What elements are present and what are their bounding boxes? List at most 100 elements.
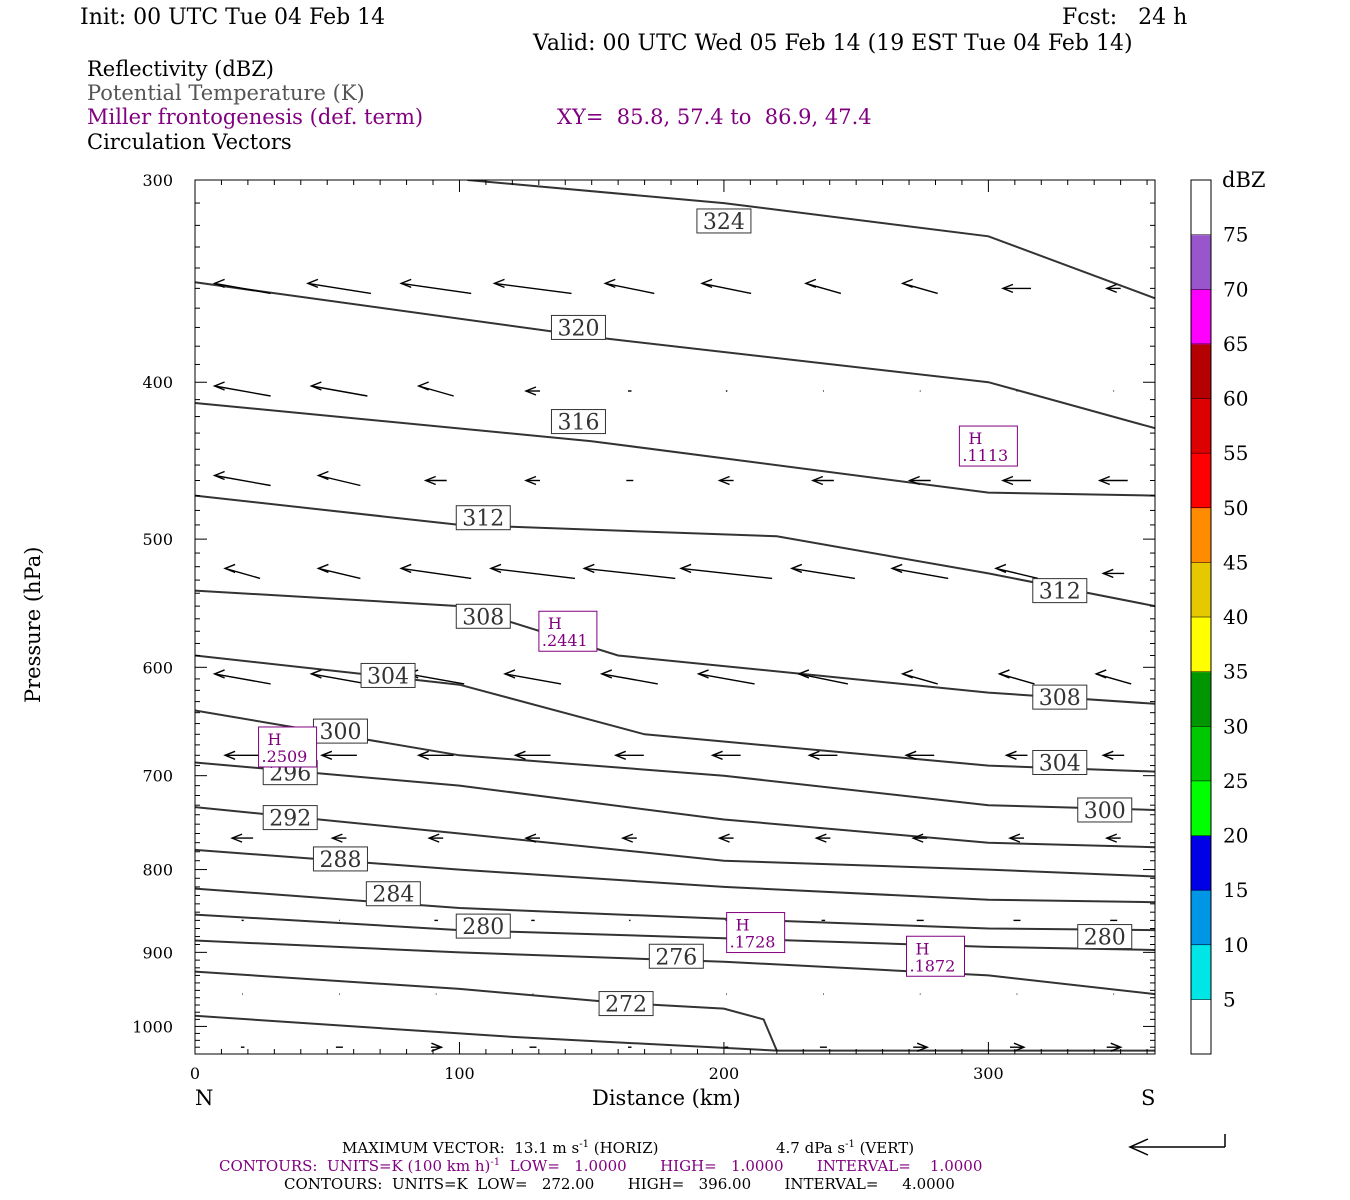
contour-label-308: 308	[1039, 686, 1081, 711]
contour-label-box	[455, 603, 511, 629]
contours1-units: CONTOURS: UNITS=K (100 km h)	[219, 1157, 491, 1175]
colorbar-label-5: 5	[1223, 987, 1236, 1011]
contour-label-292: 292	[269, 807, 311, 832]
y-tick-label-300: 300	[142, 171, 173, 190]
y-axis-title: Pressure (hPa)	[21, 546, 45, 703]
frontogenesis-high-value: .1113	[962, 446, 1008, 465]
frontogenesis-high-marker: H	[548, 614, 562, 633]
circulation-vector-head	[503, 669, 516, 679]
frontogenesis-high-box	[538, 610, 598, 652]
contour-label-box	[1032, 578, 1088, 604]
circulation-vector-head	[710, 750, 723, 760]
circulation-vector	[401, 567, 472, 580]
x-tick-label-0: 0	[190, 1064, 200, 1083]
circulation-vector	[214, 282, 271, 295]
contour-label-box	[648, 943, 704, 969]
contours-theta-info: CONTOURS: UNITS=K LOW= 272.00 HIGH= 396.…	[284, 1175, 955, 1193]
plot-frame	[194, 179, 1156, 1055]
circulation-vector-head	[489, 563, 502, 574]
colorbar-segment	[1191, 671, 1211, 727]
max-vector-horiz-label: (HORIZ)	[588, 1139, 659, 1157]
frontogenesis-high-value: .2509	[262, 747, 308, 766]
legend-reflectivity: Reflectivity (dBZ)	[87, 57, 275, 81]
circulation-vector-head	[1110, 1042, 1123, 1052]
contour-label-304: 304	[367, 664, 409, 689]
y-tick-label-400: 400	[142, 373, 173, 392]
colorbar-label-25: 25	[1223, 769, 1248, 793]
circulation-vector	[701, 282, 752, 295]
max-vector-vert-info: 4.7 dPa s-1 (VERT)	[776, 1140, 914, 1156]
circulation-vector-head	[890, 563, 903, 574]
circulation-vector-head	[907, 475, 920, 486]
contour-label-316: 316	[557, 411, 599, 436]
circulation-vector-head	[309, 669, 322, 679]
circulation-vector-head	[1101, 750, 1114, 760]
circulation-vector-head	[1004, 750, 1017, 760]
circulation-vector-head	[796, 669, 810, 679]
circulation-vector-head	[603, 278, 616, 289]
y-tick-label-500: 500	[142, 530, 173, 549]
contour-label-300: 300	[319, 720, 361, 745]
circulation-vector	[318, 474, 361, 487]
circulation-vector	[995, 567, 1039, 580]
colorbar-label-40: 40	[1223, 605, 1248, 629]
circulation-vector	[791, 567, 856, 580]
x-end-label: S	[1141, 1086, 1156, 1110]
y-tick-label-600: 600	[142, 658, 173, 677]
colorbar-segment	[1191, 180, 1211, 236]
circulation-vector-head	[524, 475, 537, 486]
reference-vector	[1128, 1134, 1226, 1156]
circulation-vector	[698, 673, 755, 685]
colorbar-label-30: 30	[1223, 714, 1248, 738]
reference-vector-head	[1128, 1138, 1149, 1156]
circulation-vector-head	[423, 475, 436, 486]
circulation-vector-head	[223, 750, 236, 760]
frontogenesis-high-marker: H	[915, 939, 929, 958]
circulation-vector	[214, 474, 271, 487]
contour-label-304: 304	[1039, 751, 1081, 776]
circulation-vector	[605, 282, 655, 295]
contour-label-box	[1077, 797, 1133, 823]
contour-label-box	[455, 913, 511, 939]
circulation-vector	[408, 673, 465, 685]
circulation-vector-head	[416, 381, 429, 391]
max-vector-info: MAXIMUM VECTOR: 13.1 m s-1 (HORIZ)	[342, 1140, 658, 1156]
circulation-vector	[214, 673, 271, 685]
colorbar-label-50: 50	[1223, 496, 1248, 520]
y-tick-label-1000: 1000	[132, 1017, 173, 1036]
theta-contour-288	[195, 848, 1155, 904]
colorbar-segment	[1191, 617, 1211, 673]
colorbar-label-60: 60	[1223, 387, 1248, 411]
colorbar-label-65: 65	[1223, 332, 1248, 356]
colorbar-segment	[1191, 234, 1211, 290]
colorbar-label-20: 20	[1223, 824, 1248, 848]
circulation-vector	[311, 673, 368, 685]
contour-label-box	[1032, 749, 1088, 775]
theta-contour-312	[195, 494, 1155, 608]
contour-label-280: 280	[1084, 926, 1126, 951]
circulation-vector-head	[524, 833, 537, 843]
circulation-vector-head	[700, 278, 713, 289]
contour-label-272: 272	[605, 993, 647, 1018]
circulation-vector-head	[814, 833, 827, 843]
contour-label-312: 312	[462, 507, 504, 532]
forecast-hour: Fcst: 24 h	[1062, 5, 1188, 30]
contour-label-320: 320	[557, 316, 599, 341]
contours-frontogenesis-info: CONTOURS: UNITS=K (100 km h)-1 LOW= 1.00…	[219, 1158, 982, 1174]
contour-label-312: 312	[1039, 580, 1081, 605]
colorbar-label-45: 45	[1223, 550, 1248, 574]
circulation-vector-head	[212, 381, 225, 391]
y-tick-label-900: 900	[142, 943, 173, 962]
colorbar-title: dBZ	[1222, 168, 1266, 192]
contour-label-box	[1077, 924, 1133, 950]
frontogenesis-high-value: .1872	[909, 956, 955, 975]
circulation-vector-head	[997, 669, 1010, 679]
contours1-range: LOW= 1.0000 HIGH= 1.0000 INTERVAL= 1.000…	[500, 1157, 983, 1175]
x-tick-label-300: 300	[973, 1064, 1004, 1083]
colorbar-segment	[1191, 780, 1211, 836]
contour-labels: 3243203163123083043002962922882842802762…	[262, 208, 1133, 1018]
circulation-vector-head	[1013, 1042, 1026, 1052]
colorbar-label-55: 55	[1223, 441, 1248, 465]
